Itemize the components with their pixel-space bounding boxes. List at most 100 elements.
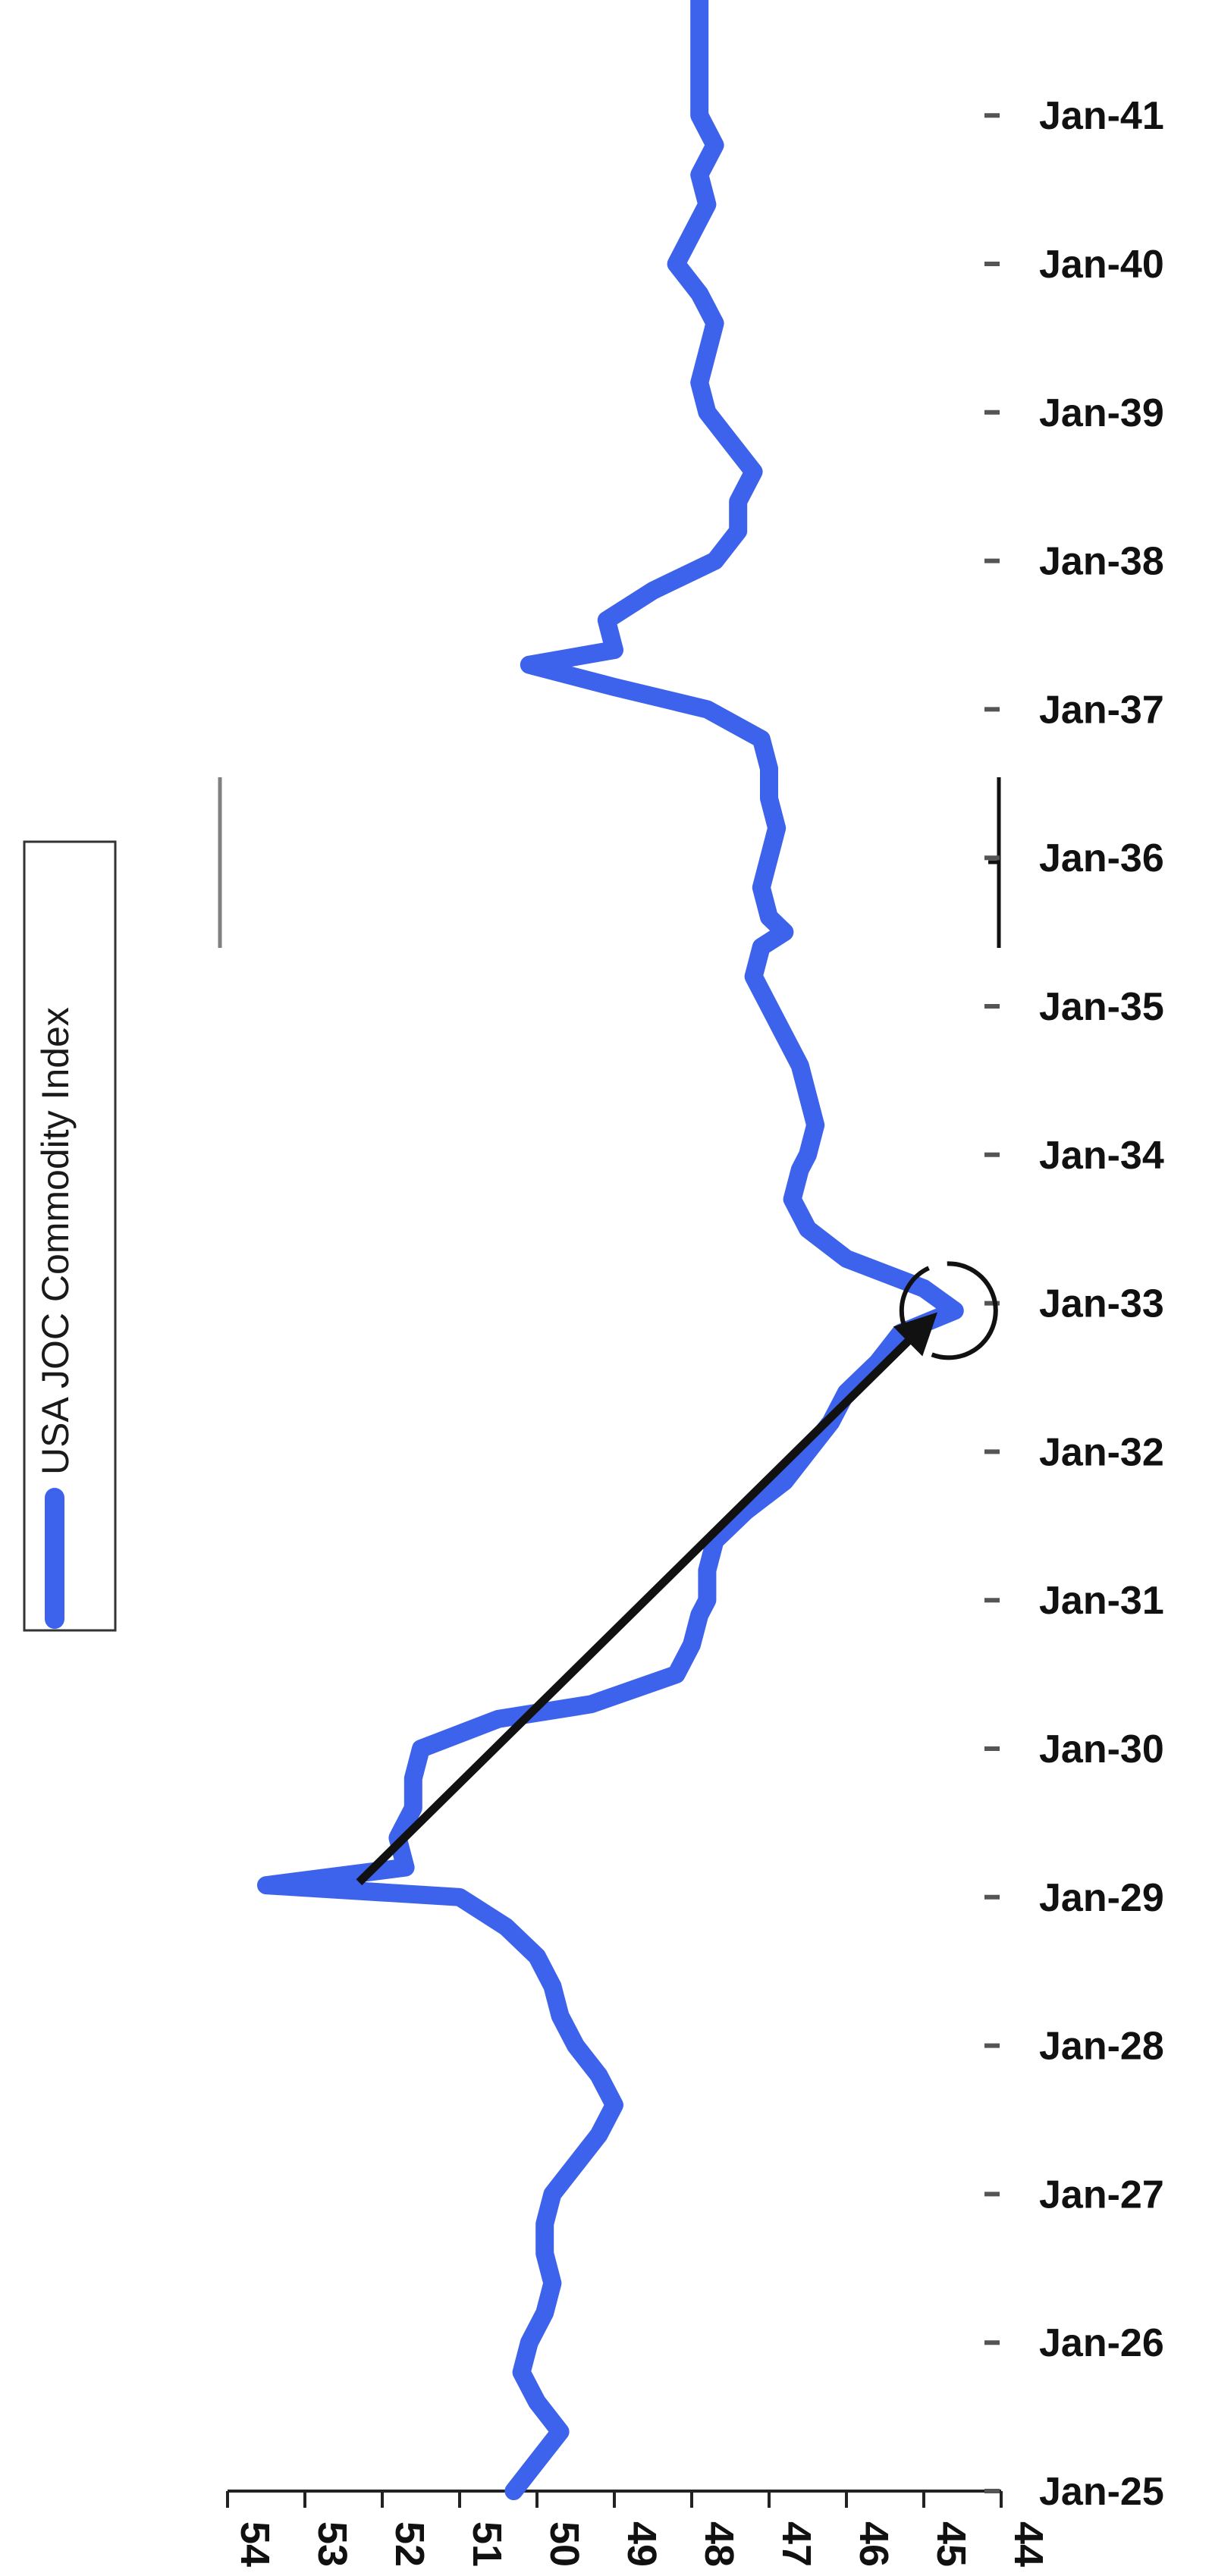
series-point — [705, 708, 709, 711]
y-tick-label: 49 — [619, 2521, 664, 2567]
series-point — [705, 202, 709, 206]
series-point — [705, 1569, 709, 1572]
series-point — [768, 767, 771, 770]
series-point — [768, 856, 771, 860]
x-tick-label: Jan-29 — [1039, 1876, 1164, 1920]
series-point — [674, 262, 678, 265]
series-point — [713, 322, 717, 325]
series-point — [512, 2490, 516, 2493]
series-point — [574, 2044, 577, 2047]
series-point — [543, 2222, 547, 2226]
series-point — [613, 648, 616, 652]
series-point — [875, 1360, 879, 1364]
series-point — [558, 2430, 562, 2433]
legend-label: USA JOC Commodity Index — [34, 1007, 77, 1475]
series-point — [690, 232, 693, 236]
x-tick-label: Jan-25 — [1039, 2470, 1164, 2514]
y-tick-label: 47 — [774, 2521, 819, 2567]
series-point — [775, 827, 779, 830]
x-tick-label: Jan-26 — [1039, 2321, 1164, 2365]
series-point — [403, 1865, 407, 1869]
series-point — [411, 1777, 415, 1781]
series-point — [551, 2281, 554, 2285]
y-tick-label: 54 — [232, 2521, 278, 2567]
y-axis: 54 53 52 51 50 49 48 47 46 45 44 — [226, 2490, 1051, 2567]
series-point — [752, 470, 755, 474]
series-point — [845, 1391, 848, 1395]
series-point — [759, 945, 763, 949]
series-point — [705, 1599, 709, 1602]
legend: USA JOC Commodity Index — [23, 840, 117, 1632]
x-tick-label: Jan-40 — [1039, 243, 1164, 287]
series-point — [613, 686, 616, 689]
x-axis: Jan-25 Jan-26 Jan-27 Jan-28 Jan-29 Jan-30 Jan-… — [984, 94, 1164, 2514]
y-tick-label: 46 — [851, 2521, 896, 2567]
series-point — [698, 114, 702, 118]
y-tick-label: 44 — [1006, 2521, 1051, 2567]
x-tick-label: Jan-38 — [1039, 540, 1164, 584]
x-tick-label: Jan-34 — [1039, 1134, 1164, 1178]
series-point — [752, 974, 755, 978]
series-point — [504, 1925, 508, 1928]
y-tick-label: 53 — [309, 2521, 355, 2567]
series-point — [543, 2311, 547, 2314]
series-point — [806, 1450, 809, 1454]
series-point — [736, 500, 740, 504]
series-point — [713, 143, 717, 147]
series-point — [783, 1034, 787, 1038]
series-point — [768, 915, 771, 919]
y-tick-label: 50 — [542, 2521, 587, 2567]
series-point — [458, 1895, 461, 1899]
series-point — [652, 588, 655, 592]
x-tick-label: Jan-32 — [1039, 1430, 1164, 1474]
series-point — [736, 529, 740, 533]
x-tick-label: Jan-41 — [1039, 94, 1164, 138]
series-point — [597, 2133, 601, 2137]
series-point — [899, 1331, 903, 1335]
series-point — [535, 2459, 538, 2463]
series-point — [674, 1673, 678, 1677]
series-point — [543, 2251, 547, 2255]
series-point — [551, 1985, 554, 1988]
series-point — [613, 2103, 616, 2107]
series-point — [698, 292, 702, 296]
series-point — [768, 796, 771, 800]
series-point — [551, 2192, 554, 2196]
x-tick-label: Jan-31 — [1039, 1579, 1164, 1623]
series-point — [265, 1884, 268, 1887]
series-point — [705, 410, 709, 414]
series-point — [698, 173, 702, 177]
annotation-arrow — [356, 1312, 938, 1886]
series-point — [768, 1005, 771, 1008]
series-point — [713, 1539, 717, 1542]
series-point — [783, 1479, 787, 1483]
x-tick-label: Jan-37 — [1039, 688, 1164, 732]
series-point — [690, 1643, 693, 1646]
series-point — [806, 1093, 809, 1097]
series-point — [497, 1717, 500, 1721]
series-point — [798, 1168, 802, 1172]
series-point — [604, 618, 608, 622]
series-point — [953, 1309, 956, 1313]
series-point — [535, 2400, 538, 2404]
series-point — [535, 1955, 538, 1959]
series-point — [705, 351, 709, 355]
series-point — [527, 2341, 531, 2345]
series-point — [759, 886, 763, 890]
legend-box — [23, 840, 117, 1632]
series-point — [574, 2163, 577, 2167]
series-point — [729, 441, 732, 444]
series-point — [783, 930, 787, 934]
series-point — [411, 1806, 415, 1810]
bracket — [988, 777, 1001, 948]
series-point — [798, 1064, 802, 1068]
x-tick-label: Jan-30 — [1039, 1727, 1164, 1771]
x-tick-label: Jan-33 — [1039, 1282, 1164, 1326]
annotation-circle — [899, 1261, 998, 1360]
y-tick-label: 48 — [696, 2521, 742, 2567]
series-point — [698, 84, 702, 87]
y-tick-label: 45 — [928, 2521, 974, 2567]
y-tick-label: 52 — [387, 2521, 432, 2567]
series-point — [744, 1509, 748, 1513]
